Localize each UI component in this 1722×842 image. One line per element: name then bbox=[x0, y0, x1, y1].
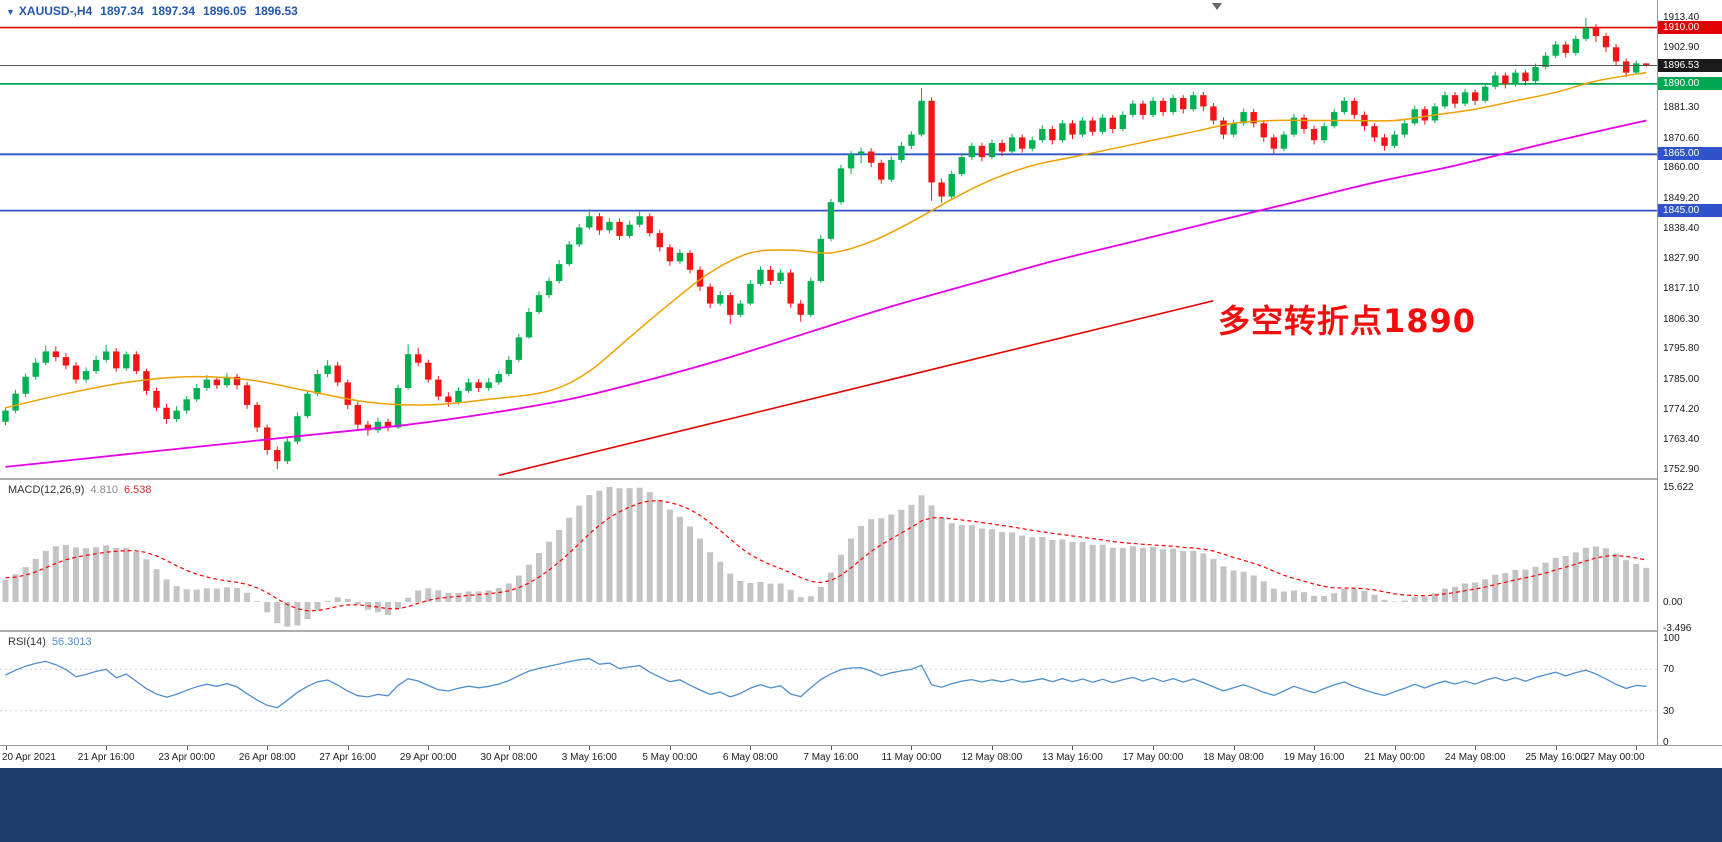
time-label: 18 May 08:00 bbox=[1203, 752, 1264, 763]
time-tick bbox=[428, 746, 430, 750]
price-axis[interactable]: 1913.40 1902.90 1881.30 1870.60 1860.00 1849.… bbox=[1658, 0, 1722, 748]
price-chart[interactable] bbox=[0, 0, 1657, 478]
macd-indicator[interactable] bbox=[0, 480, 1657, 630]
rsi-label: RSI(14) 56.3013 bbox=[8, 636, 98, 648]
chart-shift-marker-icon[interactable] bbox=[1212, 3, 1222, 10]
price-label: 1774.20 bbox=[1663, 404, 1700, 415]
time-label: 25 May 16:00 bbox=[1525, 752, 1586, 763]
macd-signal-value: 6.538 bbox=[123, 484, 152, 496]
time-axis[interactable]: 20 Apr 2021 21 Apr 16:00 23 Apr 00:00 26 Ap… bbox=[0, 745, 1722, 768]
time-label: 21 May 00:00 bbox=[1364, 752, 1425, 763]
price-axis-separator bbox=[1657, 0, 1658, 745]
price-label: 1827.90 bbox=[1663, 252, 1700, 264]
time-tick bbox=[1233, 746, 1235, 750]
rsi-name: RSI(14) bbox=[8, 636, 46, 648]
time-tick bbox=[669, 746, 671, 750]
close-value: 1896.53 bbox=[254, 4, 298, 18]
price-badge: 1865.00 bbox=[1658, 147, 1722, 161]
time-tick bbox=[1394, 746, 1396, 750]
time-tick bbox=[267, 746, 269, 750]
symbol-period: XAUUSD-,H4 bbox=[18, 4, 93, 18]
time-label: 24 May 08:00 bbox=[1444, 752, 1506, 763]
time-label: 13 May 16:00 bbox=[1042, 752, 1103, 763]
open-value: 1897.34 bbox=[100, 4, 144, 18]
panel-separator-macd[interactable] bbox=[0, 478, 1722, 480]
time-label: 11 May 00:00 bbox=[881, 752, 942, 763]
time-tick bbox=[911, 746, 913, 750]
time-label: 17 May 00:00 bbox=[1122, 752, 1184, 763]
rsi-value: 56.3013 bbox=[51, 636, 92, 648]
macd-axis-label: 0.00 bbox=[1663, 597, 1683, 608]
time-label: 7 May 16:00 bbox=[803, 752, 859, 763]
symbol-info: ▼ XAUUSD-,H4 1897.34 1897.34 1896.05 1896.53 bbox=[6, 4, 306, 18]
price-badge: 1845.00 bbox=[1658, 203, 1722, 217]
bottom-bar bbox=[0, 768, 1722, 842]
time-tick bbox=[5, 746, 7, 750]
price-badge: 1896.53 bbox=[1658, 58, 1722, 72]
time-tick bbox=[1475, 746, 1477, 750]
price-label: 1913.40 bbox=[1663, 12, 1700, 23]
price-badge: 1910.00 bbox=[1658, 20, 1722, 34]
price-label: 1870.60 bbox=[1663, 132, 1700, 144]
time-label: 5 May 00:00 bbox=[642, 752, 698, 763]
macd-name: MACD(12,26,9) bbox=[8, 484, 85, 496]
price-label: 1817.10 bbox=[1663, 283, 1700, 295]
time-tick bbox=[750, 746, 752, 750]
low-value: 1896.05 bbox=[203, 4, 247, 18]
price-label: 1881.30 bbox=[1663, 102, 1700, 114]
time-tick bbox=[830, 746, 832, 750]
price-label: 1752.90 bbox=[1663, 464, 1700, 475]
price-label: 1860.00 bbox=[1663, 162, 1700, 174]
time-tick bbox=[1314, 746, 1316, 750]
time-label: 23 Apr 00:00 bbox=[158, 752, 216, 763]
macd-axis-label: -3.496 bbox=[1663, 622, 1692, 634]
time-tick bbox=[589, 746, 591, 750]
macd-main-value: 4.810 bbox=[90, 484, 118, 496]
time-label: 27 May 00:00 bbox=[1584, 752, 1645, 763]
price-label: 1838.40 bbox=[1663, 223, 1700, 235]
rsi-axis-label: 0 bbox=[1663, 737, 1669, 748]
panel-separator-rsi[interactable] bbox=[0, 630, 1722, 632]
time-label: 29 Apr 00:00 bbox=[399, 752, 457, 763]
time-label: 3 May 16:00 bbox=[561, 752, 617, 763]
time-label: 27 Apr 16:00 bbox=[319, 752, 377, 763]
high-value: 1897.34 bbox=[151, 4, 196, 18]
time-label: 21 Apr 16:00 bbox=[77, 752, 135, 763]
price-label: 1795.80 bbox=[1663, 343, 1700, 355]
price-badge: 1890.00 bbox=[1658, 76, 1722, 90]
time-label: 26 Apr 08:00 bbox=[238, 752, 296, 763]
time-label: 30 Apr 08:00 bbox=[480, 752, 538, 763]
rsi-axis-label: 70 bbox=[1663, 664, 1675, 676]
time-label: 19 May 16:00 bbox=[1283, 752, 1345, 763]
macd-axis-label: 15.622 bbox=[1663, 482, 1694, 494]
time-tick bbox=[508, 746, 510, 750]
time-label: 12 May 08:00 bbox=[961, 752, 1023, 763]
time-tick bbox=[106, 746, 108, 750]
rsi-axis-label: 100 bbox=[1663, 633, 1680, 644]
macd-label: MACD(12,26,9) 4.810 6.538 bbox=[8, 484, 157, 496]
price-label: 1849.20 bbox=[1663, 192, 1700, 204]
rsi-indicator[interactable] bbox=[0, 632, 1657, 745]
time-label: 20 Apr 2021 bbox=[2, 752, 56, 763]
price-label: 1806.30 bbox=[1663, 313, 1700, 325]
time-tick bbox=[186, 746, 188, 750]
time-tick bbox=[1555, 746, 1557, 750]
time-tick bbox=[1153, 746, 1155, 750]
rsi-axis-label: 30 bbox=[1663, 705, 1675, 717]
time-tick bbox=[347, 746, 349, 750]
annotation-text[interactable]: 多空转折点1890 bbox=[1218, 302, 1477, 340]
price-label: 1785.00 bbox=[1663, 373, 1700, 385]
price-label: 1763.40 bbox=[1663, 434, 1700, 446]
time-tick bbox=[1636, 746, 1638, 750]
price-label: 1902.90 bbox=[1663, 41, 1700, 53]
time-label: 6 May 08:00 bbox=[722, 752, 778, 763]
time-tick bbox=[1072, 746, 1074, 750]
chevron-down-icon[interactable]: ▼ bbox=[6, 7, 15, 17]
time-tick bbox=[991, 746, 993, 750]
